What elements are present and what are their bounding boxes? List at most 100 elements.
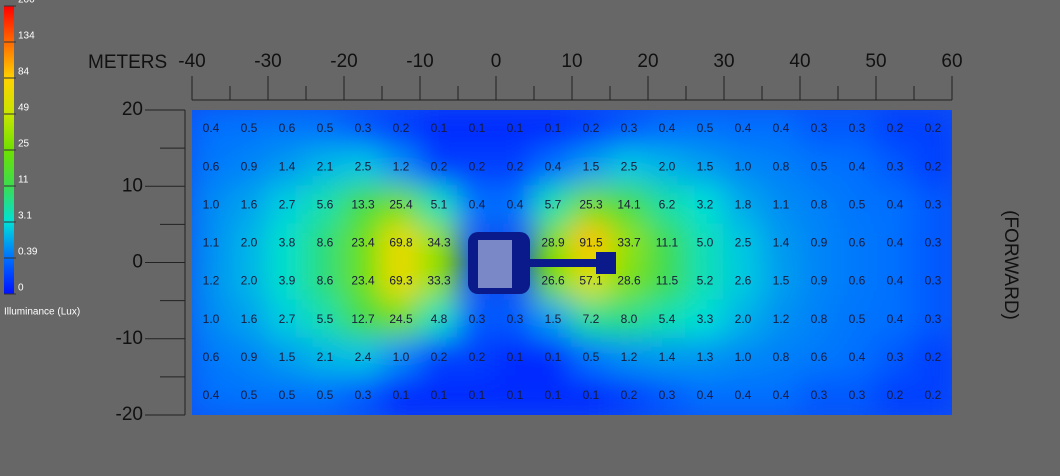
heat-cell	[913, 337, 952, 378]
x-tick-label: 10	[561, 51, 582, 72]
x-tick-label: -10	[406, 51, 433, 72]
heat-cell	[799, 261, 839, 302]
heat-cells	[192, 110, 952, 415]
heat-cell	[381, 375, 421, 415]
heat-cell	[837, 185, 877, 226]
cell-label: 5.4	[659, 312, 676, 326]
heat-cell	[685, 185, 725, 226]
cell-label: 2.0	[241, 236, 258, 250]
heat-cell	[229, 185, 269, 226]
heat-cell	[457, 147, 497, 188]
cell-label: 8.6	[317, 274, 334, 288]
cell-label: 0.4	[887, 197, 904, 211]
cell-label: 11.5	[656, 274, 679, 288]
heat-cell	[685, 223, 725, 264]
cell-label: 0.9	[811, 274, 828, 288]
heat-cell	[419, 337, 459, 378]
x-axis-label: METERS	[88, 52, 167, 73]
cell-label: 0.8	[773, 350, 790, 364]
heat-cell	[913, 299, 952, 340]
cell-label: 2.6	[735, 274, 752, 288]
heat-cell	[913, 261, 952, 302]
heat-cell	[609, 110, 649, 150]
cell-label: 1.2	[621, 350, 638, 364]
heat-cell	[761, 261, 801, 302]
cell-label: 0.5	[317, 121, 334, 135]
heat-cell	[419, 110, 459, 150]
cell-label: 1.2	[393, 159, 410, 173]
cell-label: 33.7	[617, 236, 641, 250]
x-tick-label: 30	[713, 51, 734, 72]
heat-cell	[495, 299, 535, 340]
heat-cell	[343, 261, 383, 302]
machine-arm	[520, 259, 600, 267]
x-tick-label: 0	[491, 51, 502, 72]
cell-label: 0.4	[735, 121, 752, 135]
heat-cell	[267, 337, 307, 378]
x-tick-label: 60	[941, 51, 962, 72]
heat-cell	[192, 261, 231, 302]
heat-cell	[685, 261, 725, 302]
cell-label: 1.5	[545, 312, 562, 326]
cell-label: 0.3	[887, 350, 904, 364]
heat-cell	[495, 375, 535, 415]
heat-cell	[192, 223, 231, 264]
x-tick-label: -30	[254, 51, 281, 72]
cell-label: 0.4	[773, 388, 790, 402]
cell-label: 1.0	[393, 350, 410, 364]
heat-cell	[799, 147, 839, 188]
cell-label: 0.5	[697, 121, 714, 135]
cell-label: 0.6	[203, 159, 220, 173]
cell-label: 0.9	[241, 159, 258, 173]
heat-cell	[192, 299, 231, 340]
cell-label: 34.3	[427, 236, 451, 250]
cell-label: 8.6	[317, 236, 334, 250]
heat-cell	[305, 147, 345, 188]
heat-cell	[837, 337, 877, 378]
cell-label: 2.4	[355, 350, 372, 364]
heat-cell	[875, 337, 915, 378]
cell-label: 4.8	[431, 312, 448, 326]
cell-label: 0.2	[925, 121, 942, 135]
cell-label: 1.0	[203, 197, 220, 211]
cell-label: 1.5	[697, 159, 714, 173]
heat-cell	[533, 375, 573, 415]
heat-cell	[647, 261, 687, 302]
cell-label: 0.1	[507, 388, 524, 402]
heat-cell	[685, 110, 725, 150]
heat-cell	[647, 223, 687, 264]
cell-label: 2.5	[735, 236, 752, 250]
heat-cell	[723, 337, 763, 378]
cell-label: 7.2	[583, 312, 600, 326]
cell-label: 23.4	[351, 236, 375, 250]
cell-label: 0.4	[203, 388, 220, 402]
heat-cell	[192, 185, 231, 226]
heat-cell	[343, 185, 383, 226]
cell-label: 3.9	[279, 274, 296, 288]
heat-cell	[609, 375, 649, 415]
heat-cell	[457, 337, 497, 378]
heat-cell	[305, 299, 345, 340]
cell-label: 3.8	[279, 236, 296, 250]
cell-label: 0.4	[735, 388, 752, 402]
heat-cell	[761, 223, 801, 264]
cell-label: 0.1	[469, 121, 486, 135]
heat-cell	[875, 375, 915, 415]
heat-cell	[305, 223, 345, 264]
heat-cell	[533, 337, 573, 378]
cell-label: 2.0	[735, 312, 752, 326]
cell-label: 1.2	[203, 274, 220, 288]
heat-cell	[533, 110, 573, 150]
cell-label: 2.7	[279, 197, 296, 211]
cell-label: 0.4	[697, 388, 714, 402]
cell-label: 3.2	[697, 197, 714, 211]
heat-cell	[761, 299, 801, 340]
cell-label: 0.2	[431, 159, 448, 173]
heat-cell	[837, 147, 877, 188]
heat-cell	[913, 110, 952, 150]
heat-cell	[419, 299, 459, 340]
cell-label: 0.6	[849, 274, 866, 288]
heat-cell	[799, 185, 839, 226]
heat-cell	[419, 261, 459, 302]
